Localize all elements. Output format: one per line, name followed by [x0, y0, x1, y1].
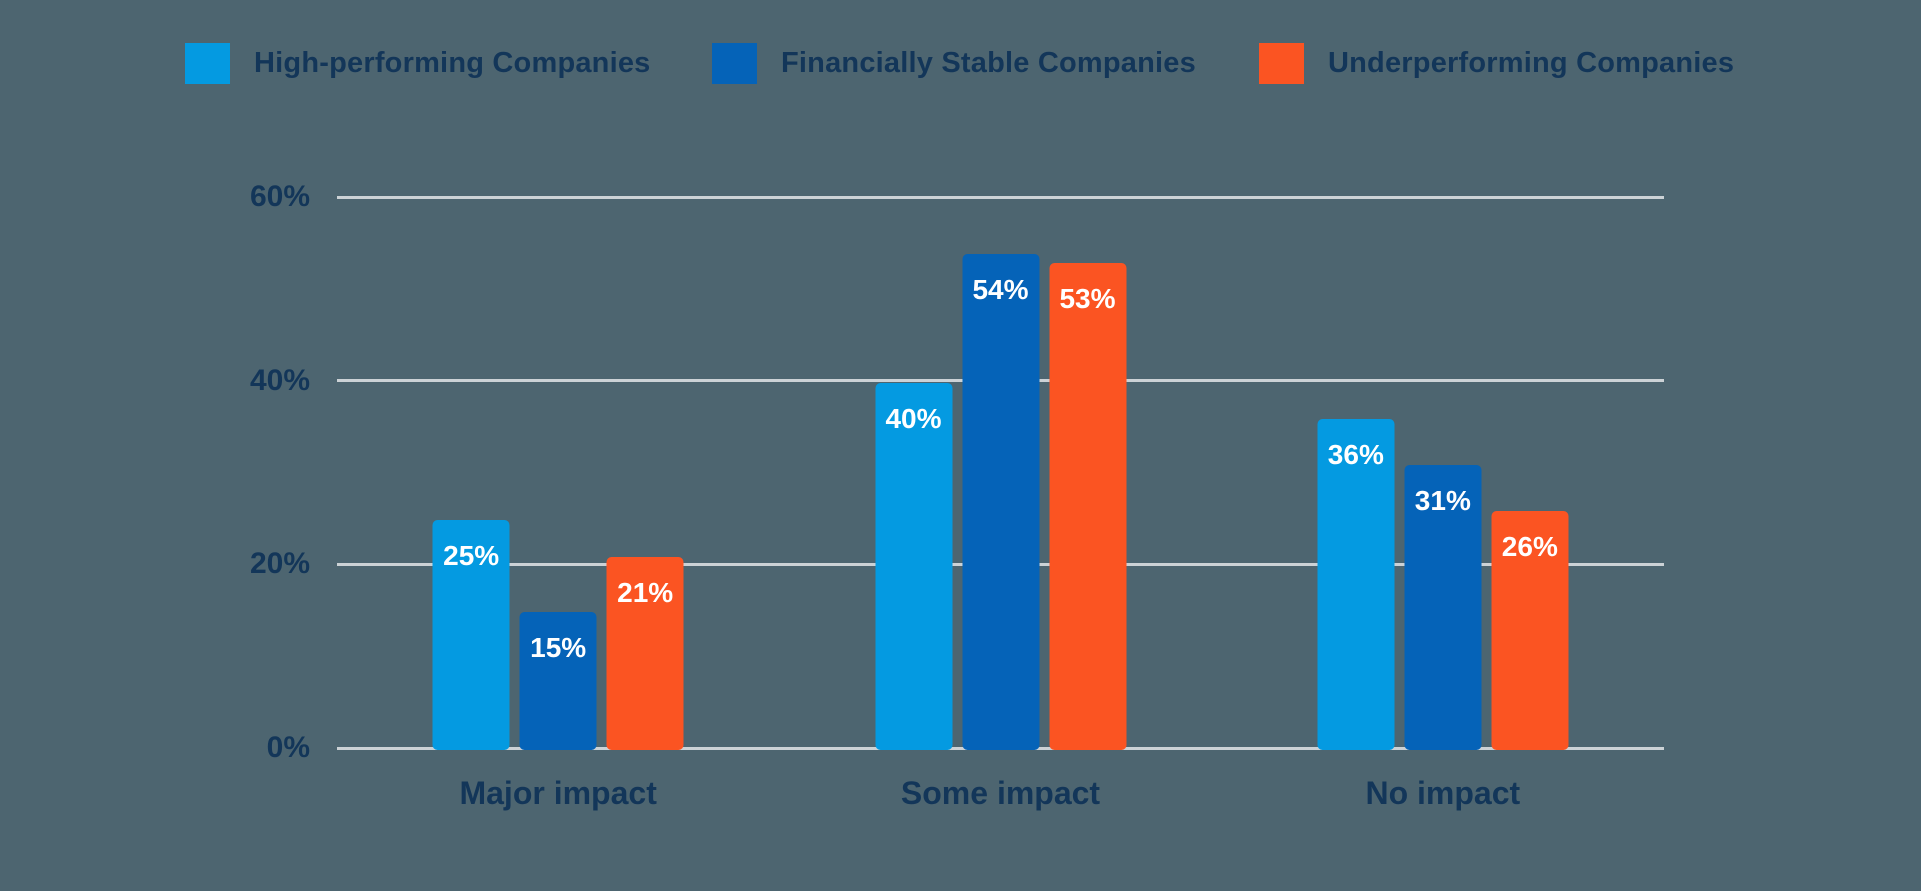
bar-value-label: 53% [1059, 283, 1116, 315]
bar-value-label: 26% [1501, 531, 1558, 563]
bar-value-label: 36% [1327, 439, 1384, 471]
y-axis-tick-label: 40% [249, 363, 310, 397]
legend-label: Financially Stable Companies [781, 47, 1196, 79]
bar-group-major-impact: 25% 15% 21% [432, 520, 684, 750]
legend-item: Underperforming Companies [1259, 43, 1734, 84]
bar: 26% [1491, 511, 1569, 750]
category-label: Some impact [900, 775, 1101, 811]
bar-value-label: 40% [885, 402, 942, 434]
gridline-60% [337, 195, 1664, 199]
bar: 31% [1404, 465, 1482, 750]
legend-item: High-performing Companies [185, 43, 651, 84]
bar: 54% [962, 254, 1039, 750]
y-axis-tick-label: 60% [249, 180, 310, 213]
bar: 15% [519, 612, 597, 750]
bar-value-label: 21% [617, 577, 674, 609]
legend-label: High-performing Companies [254, 47, 651, 79]
bar-value-label: 25% [443, 540, 500, 572]
bar-value-label: 54% [972, 274, 1029, 306]
legend-item: Financially Stable Companies [712, 43, 1196, 84]
bar: 25% [432, 520, 510, 750]
square-swatch-icon [712, 43, 757, 84]
bar: 53% [1049, 263, 1126, 750]
category-label: Major impact [459, 775, 657, 811]
bar-group-some-impact: 40% 54% 53% [875, 254, 1126, 750]
y-axis-tick-label: 0% [266, 731, 310, 764]
bar: 36% [1317, 419, 1395, 750]
bar: 21% [606, 557, 684, 750]
bar-value-label: 31% [1414, 485, 1471, 517]
bar-value-label: 15% [530, 632, 587, 664]
square-swatch-icon [185, 43, 230, 84]
bar: 40% [875, 382, 952, 750]
legend-label: Underperforming Companies [1328, 47, 1735, 79]
bar-group-no-impact: 36% 31% 26% [1317, 419, 1569, 750]
plot-area: 0% 20% 40% 60% 25% 15% 21% Major impact 40% 54% 53… [250, 180, 1664, 811]
square-swatch-icon [1259, 43, 1304, 84]
category-label: No impact [1365, 775, 1521, 811]
y-axis-tick-label: 20% [249, 547, 310, 581]
